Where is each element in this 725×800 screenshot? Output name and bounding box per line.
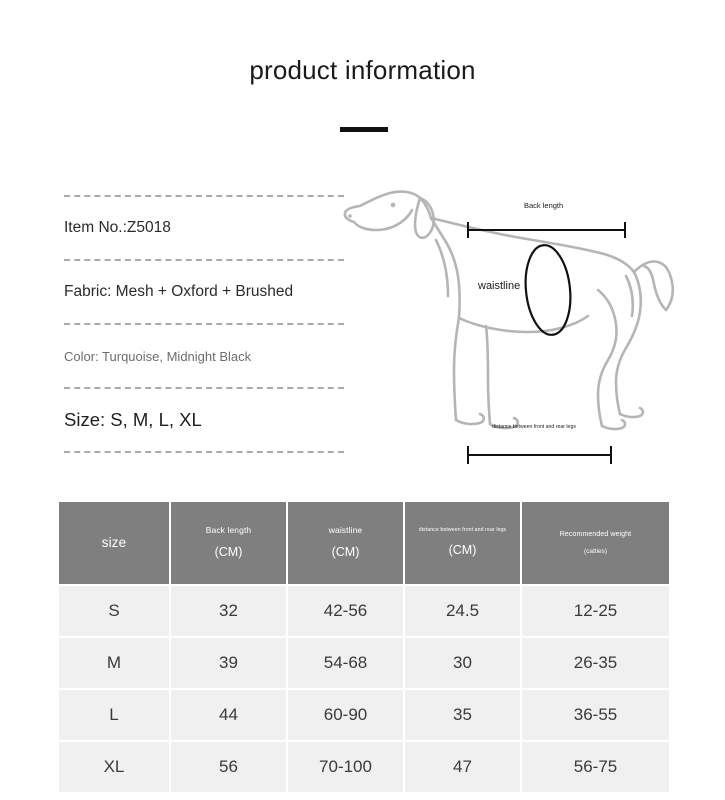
cell-leg-distance: 30 [405,638,520,688]
spec-divider [64,195,344,197]
column-header-waistline-unit: (CM) [331,545,360,560]
cell-size: XL [59,742,169,792]
spec-divider [64,259,344,261]
cell-back-length: 44 [171,690,286,740]
cell-recommended-weight: 12-25 [522,586,669,636]
spec-row-fabric: Fabric: Mesh + Oxford + Brushed [64,261,344,323]
cell-waistline: 60-90 [288,690,403,740]
cell-leg-distance: 47 [405,742,520,792]
column-header-leg-distance: distance between front and rear legs (CM… [405,502,520,584]
size-table-header: size Back length (CM) waistline (CM) dis… [59,502,669,584]
dog-outline-icon [343,190,675,431]
column-header-leg-distance-unit: (CM) [448,543,477,558]
table-row: XL 56 70-100 47 56-75 [59,742,669,792]
cell-size: L [59,690,169,740]
spec-divider [64,451,344,453]
cell-waistline: 70-100 [288,742,403,792]
cell-leg-distance: 24.5 [405,586,520,636]
product-spec-list: Item No.:Z5018 Fabric: Mesh + Oxford + B… [64,195,344,453]
table-row: M 39 54-68 30 26-35 [59,638,669,688]
table-header-row: size Back length (CM) waistline (CM) dis… [59,502,669,584]
size-table-body: S 32 42-56 24.5 12-25 M 39 54-68 30 26-3… [59,586,669,792]
spec-divider [64,323,344,325]
column-header-back-length-label: Back length [205,525,252,536]
column-header-size-label: size [101,535,127,551]
spec-fabric-label: Fabric: Mesh + Oxford + Brushed [64,283,294,300]
waistline-ellipse [524,244,572,336]
cell-recommended-weight: 26-35 [522,638,669,688]
column-header-size: size [59,502,169,584]
table-row: S 32 42-56 24.5 12-25 [59,586,669,636]
spec-item-no-label: Item No.:Z5018 [64,219,171,236]
column-header-waistline: waistline (CM) [288,502,403,584]
leg-distance-label: distance between front and rear legs [492,424,576,430]
cell-size: S [59,586,169,636]
cell-back-length: 56 [171,742,286,792]
column-header-back-length: Back length (CM) [171,502,286,584]
leg-distance-dimension-line [467,446,612,464]
back-length-label: Back length [524,201,564,210]
column-header-waistline-label: waistline [328,525,363,536]
column-header-back-length-unit: (CM) [214,545,243,560]
column-header-recommended-weight-label: Recommended weight [559,530,632,538]
spec-size-label: Size: S, M, L, XL [64,409,202,430]
spec-divider [64,387,344,389]
page-title: product information [249,55,476,85]
title-underline-rule [340,127,388,132]
back-length-dimension-line [467,222,626,238]
cell-size: M [59,638,169,688]
column-header-recommended-weight-unit: (catties) [583,547,608,555]
spec-row-size: Size: S, M, L, XL [64,389,344,451]
table-row: L 44 60-90 35 36-55 [59,690,669,740]
cell-back-length: 39 [171,638,286,688]
cell-recommended-weight: 56-75 [522,742,669,792]
column-header-leg-distance-label: distance between front and rear legs [418,527,507,534]
cell-leg-distance: 35 [405,690,520,740]
spec-row-color: Color: Turquoise, Midnight Black [64,325,344,387]
waistline-label: waistline [478,280,521,292]
cell-waistline: 54-68 [288,638,403,688]
column-header-recommended-weight: Recommended weight (catties) [522,502,669,584]
spec-row-item-no: Item No.:Z5018 [64,197,344,259]
cell-recommended-weight: 36-55 [522,690,669,740]
size-chart-table: size Back length (CM) waistline (CM) dis… [57,500,671,794]
cell-waistline: 42-56 [288,586,403,636]
cell-back-length: 32 [171,586,286,636]
spec-color-label: Color: Turquoise, Midnight Black [64,348,252,364]
dog-diagram-svg [343,190,675,464]
dog-measurement-diagram: Back length waistline distance between f… [336,180,686,480]
